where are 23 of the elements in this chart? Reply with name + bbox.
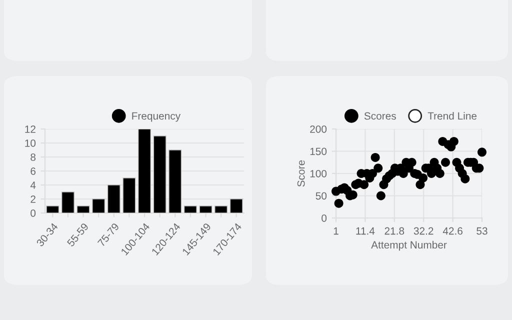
y-tick-label: 4 xyxy=(30,182,36,189)
y-tick-label: 10 xyxy=(25,140,36,147)
x-tick-label: 1 xyxy=(334,227,338,235)
y-tick-label: 0 xyxy=(322,214,327,222)
legend-label: Trend Line xyxy=(428,112,477,120)
x-axis-title: Attempt Number xyxy=(371,240,447,251)
y-axis-title: Score xyxy=(297,160,305,187)
y-tick-label: 0 xyxy=(30,210,36,217)
x-tick-label: 53 xyxy=(476,227,488,235)
x-tick-label: 42.6 xyxy=(442,227,462,235)
x-tick-label: 11.4 xyxy=(356,227,375,235)
legend-label: Frequency xyxy=(132,112,181,122)
y-tick-label: 2 xyxy=(30,196,36,203)
x-tick-label: 21.8 xyxy=(384,227,404,235)
x-tick-label: 32.2 xyxy=(414,227,434,235)
y-tick-label: 12 xyxy=(25,126,36,133)
y-tick-label: 100 xyxy=(310,170,327,178)
y-tick-label: 200 xyxy=(310,126,327,133)
legend-label: Scores xyxy=(364,112,396,120)
y-tick-label: 150 xyxy=(310,148,327,156)
y-tick-label: 6 xyxy=(30,168,36,175)
y-tick-label: 50 xyxy=(316,192,327,200)
y-tick-label: 8 xyxy=(30,154,36,161)
